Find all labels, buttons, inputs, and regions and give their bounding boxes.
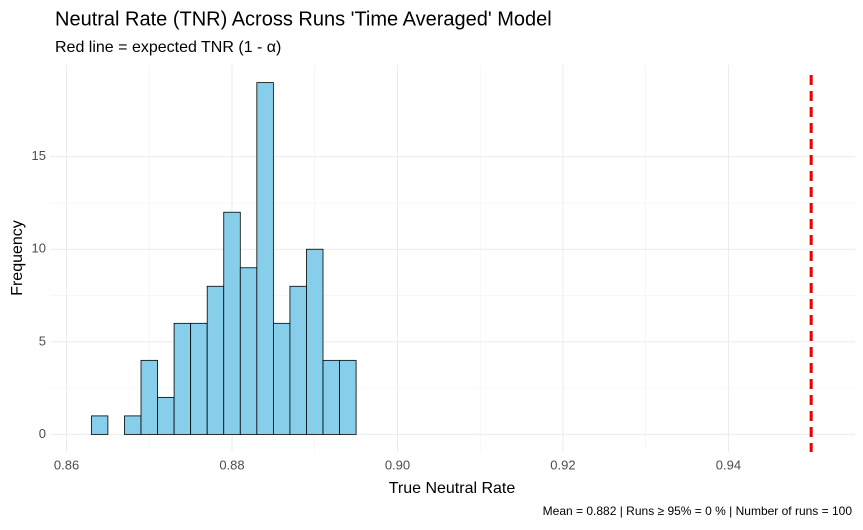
bar — [272, 322, 291, 435]
y-tick-label: 0 — [39, 426, 46, 441]
bar — [157, 396, 175, 435]
chart-title: Neutral Rate (TNR) Across Runs 'Time Ave… — [55, 8, 552, 30]
caption: Mean = 0.882 | Runs ≥ 95% = 0 % | Number… — [543, 504, 853, 518]
chart-subtitle: Red line = expected TNR (1 - α) — [55, 39, 281, 56]
bar — [223, 211, 241, 435]
x-tick-label: 0.88 — [219, 457, 244, 472]
bar — [256, 82, 274, 435]
bar — [124, 415, 142, 435]
y-axis-label: Frequency — [9, 220, 26, 296]
bar — [322, 359, 340, 435]
bar — [239, 267, 258, 435]
y-tick-label: 5 — [39, 333, 46, 348]
x-tick-label: 0.94 — [716, 457, 741, 472]
bar — [289, 285, 307, 435]
x-tick-label: 0.92 — [550, 457, 575, 472]
x-axis-label: True Neutral Rate — [389, 480, 516, 497]
bar — [206, 285, 225, 435]
bar — [306, 248, 324, 435]
y-tick-label: 15 — [32, 148, 46, 163]
bar — [339, 359, 357, 435]
bar — [140, 359, 158, 435]
x-tick-label: 0.90 — [385, 457, 410, 472]
bar — [173, 322, 192, 435]
y-tick-label: 10 — [32, 241, 46, 256]
bar — [190, 322, 208, 435]
x-tick-label: 0.86 — [54, 457, 79, 472]
bar — [90, 415, 109, 435]
